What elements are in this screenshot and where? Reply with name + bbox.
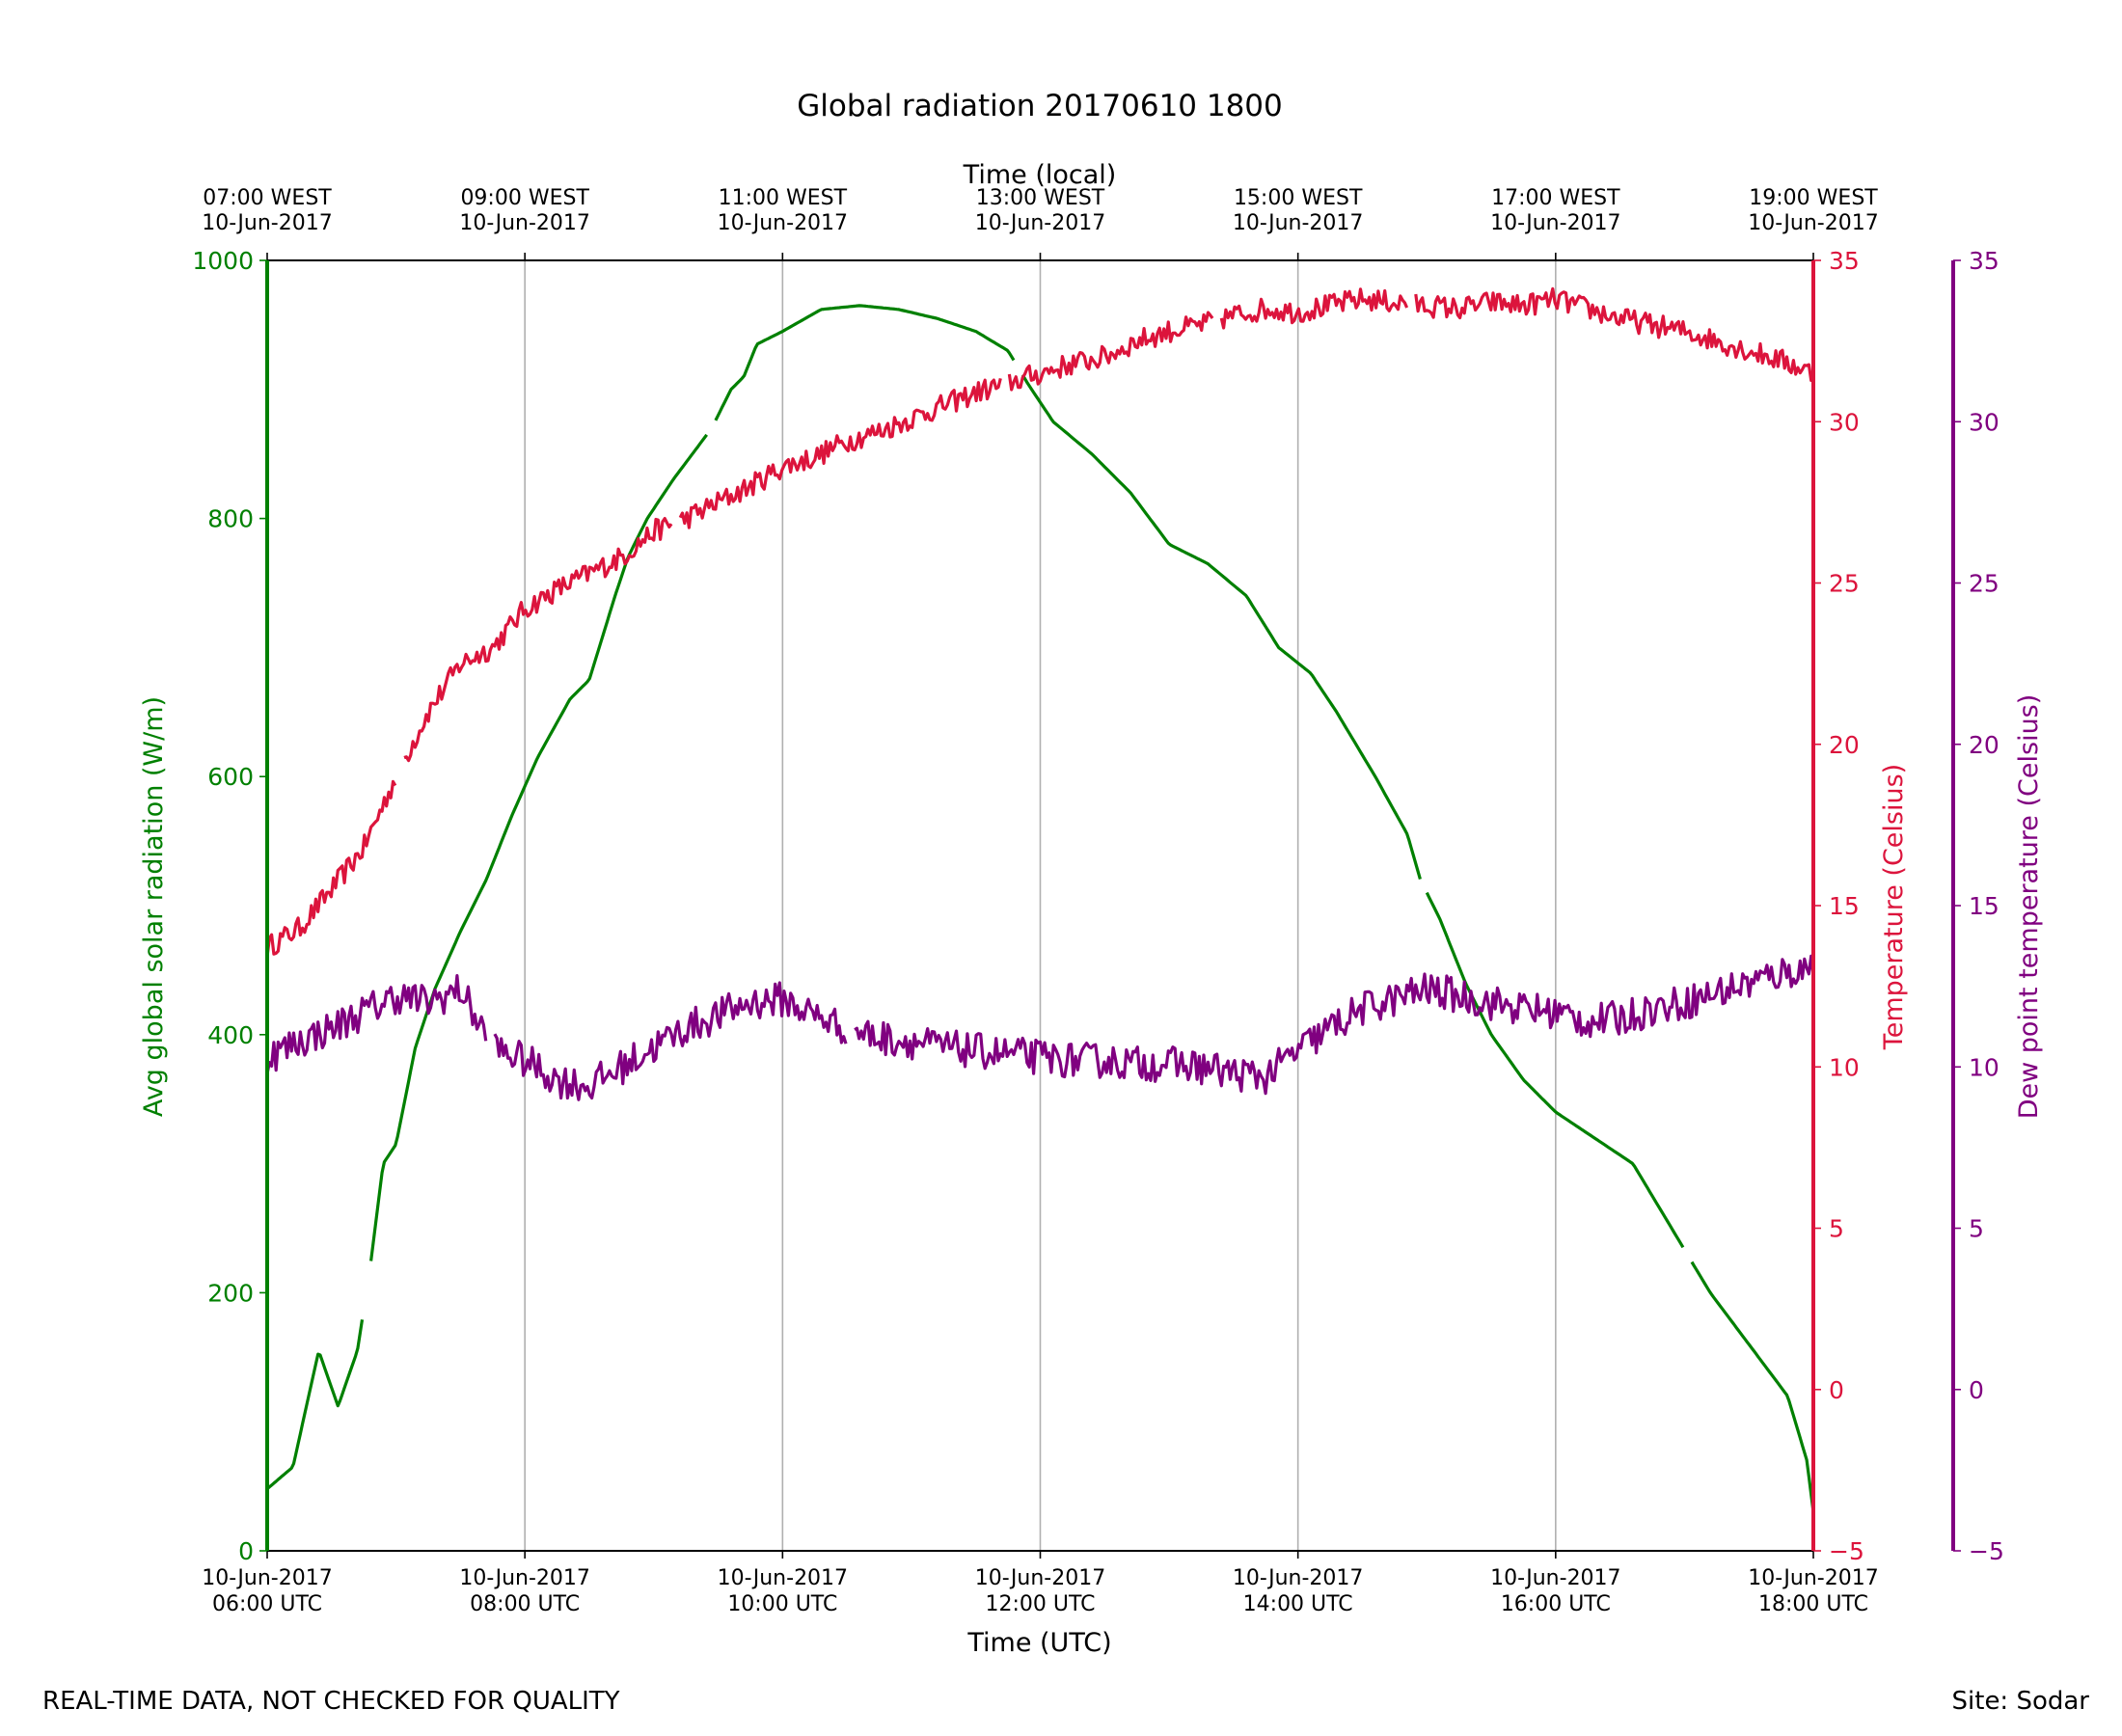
radiation-tick-label: 800 <box>207 505 254 533</box>
x-tick-time: 16:00 UTC <box>1501 1592 1611 1616</box>
temperature-line <box>265 286 1815 958</box>
x-tick-time: 06:00 UTC <box>212 1592 322 1616</box>
radiation-tick-label: 0 <box>238 1537 254 1565</box>
x2-tick-date: 10-Jun-2017 <box>1233 211 1363 235</box>
temperature-tick-label: 0 <box>1829 1376 1844 1404</box>
temperature-tick-label: 20 <box>1829 731 1860 759</box>
x-axis-label: Time (UTC) <box>966 1628 1111 1658</box>
x-tick-time: 12:00 UTC <box>985 1592 1095 1616</box>
radiation-tick-label: 400 <box>207 1021 254 1049</box>
dewpoint-tick-label: 10 <box>1969 1053 2000 1081</box>
x-tick-date: 10-Jun-2017 <box>202 1566 332 1590</box>
dewpoint-tick-label: −5 <box>1969 1537 2004 1565</box>
temperature-axis: −5 0 5 10 15 20 25 30 35 <box>1811 247 1864 1565</box>
x-tick-date: 10-Jun-2017 <box>459 1566 589 1590</box>
temperature-tick-label: 15 <box>1829 892 1860 920</box>
temperature-axis-label: Temperature (Celsius) <box>1879 764 1909 1050</box>
x-tick-time: 08:00 UTC <box>470 1592 580 1616</box>
dewpoint-axis-label: Dew point temperature (Celsius) <box>2014 694 2044 1120</box>
x-tick-date: 10-Jun-2017 <box>1233 1566 1363 1590</box>
dewpoint-tick-label: 15 <box>1969 892 2000 920</box>
radiation-axis: 0 200 400 600 800 1000 <box>192 247 269 1565</box>
x2-tick-time: 07:00 WEST <box>203 186 332 210</box>
x2-tick-time: 15:00 WEST <box>1234 186 1363 210</box>
vertical-grid <box>524 260 1557 1551</box>
x2-axis-label: Time (local) <box>963 160 1117 190</box>
dewpoint-tick-label: 5 <box>1969 1215 1984 1243</box>
dewpoint-tick-label: 0 <box>1969 1376 1984 1404</box>
dewpoint-line <box>265 954 1815 1101</box>
x-tick-date: 10-Jun-2017 <box>975 1566 1105 1590</box>
radiation-tick-label: 600 <box>207 763 254 791</box>
quality-disclaimer: REAL-TIME DATA, NOT CHECKED FOR QUALITY <box>42 1687 620 1716</box>
x-tick-time: 14:00 UTC <box>1243 1592 1353 1616</box>
dewpoint-tick-label: 25 <box>1969 570 2000 598</box>
x2-tick-time: 09:00 WEST <box>460 186 589 210</box>
x2-tick-date: 10-Jun-2017 <box>1748 211 1878 235</box>
temperature-tick-label: 30 <box>1829 408 1860 436</box>
temperature-tick-label: 35 <box>1829 247 1860 275</box>
x2-tick-date: 10-Jun-2017 <box>975 211 1105 235</box>
site-label: Site: Sodar <box>1952 1687 2090 1716</box>
x2-tick-time: 13:00 WEST <box>976 186 1105 210</box>
x2-tick-date: 10-Jun-2017 <box>718 211 848 235</box>
temperature-tick-label: 10 <box>1829 1053 1860 1081</box>
radiation-tick-label: 1000 <box>192 247 254 275</box>
x2-tick-date: 10-Jun-2017 <box>1490 211 1620 235</box>
dewpoint-tick-label: 30 <box>1969 408 2000 436</box>
temperature-tick-label: 5 <box>1829 1215 1844 1243</box>
plot-series <box>265 286 1815 1513</box>
x2-tick-time: 11:00 WEST <box>719 186 848 210</box>
x-tick-time: 18:00 UTC <box>1758 1592 1868 1616</box>
chart-title: Global radiation 20170610 1800 <box>797 89 1283 123</box>
dewpoint-tick-label: 20 <box>1969 731 2000 759</box>
dewpoint-axis: −5 0 5 10 15 20 25 30 35 <box>1951 247 2004 1565</box>
temperature-tick-label: 25 <box>1829 570 1860 598</box>
x-tick-date: 10-Jun-2017 <box>718 1566 848 1590</box>
x-tick-date: 10-Jun-2017 <box>1490 1566 1620 1590</box>
x2-tick-time: 17:00 WEST <box>1491 186 1620 210</box>
x-tick-date: 10-Jun-2017 <box>1748 1566 1878 1590</box>
x2-tick-date: 10-Jun-2017 <box>202 211 332 235</box>
dewpoint-tick-label: 35 <box>1969 247 2000 275</box>
x2-tick-date: 10-Jun-2017 <box>459 211 589 235</box>
x2-tick-time: 19:00 WEST <box>1749 186 1878 210</box>
radiation-axis-label: Avg global solar radiation (W/m) <box>139 696 169 1117</box>
temperature-tick-label: −5 <box>1829 1537 1864 1565</box>
radiation-line <box>265 304 1815 1513</box>
radiation-tick-label: 200 <box>207 1279 254 1307</box>
x-tick-time: 10:00 UTC <box>727 1592 837 1616</box>
